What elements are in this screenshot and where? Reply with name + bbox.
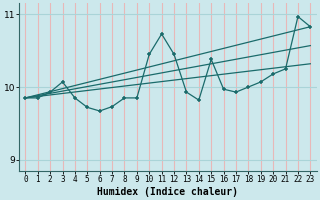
X-axis label: Humidex (Indice chaleur): Humidex (Indice chaleur)	[97, 186, 238, 197]
